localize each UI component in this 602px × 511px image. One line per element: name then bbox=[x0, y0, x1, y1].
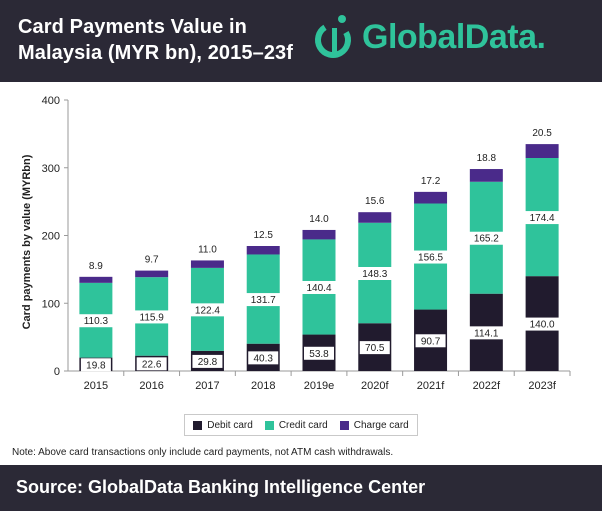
source-text: Source: GlobalData Banking Intelligence … bbox=[16, 477, 426, 497]
data-label: 140.4 bbox=[306, 283, 331, 294]
data-label: 12.5 bbox=[253, 230, 273, 241]
bar-segment-charge-card bbox=[79, 276, 113, 283]
y-tick-label: 400 bbox=[42, 95, 60, 107]
footnote: Note: Above card transactions only inclu… bbox=[12, 447, 394, 458]
legend-label-credit: Credit card bbox=[278, 419, 328, 431]
data-label-background bbox=[468, 326, 505, 340]
header-banner: Card Payments Value in Malaysia (MYR bn)… bbox=[0, 0, 602, 82]
bar-segment-charge-card bbox=[414, 191, 448, 204]
bar-segment-charge-card bbox=[246, 246, 280, 255]
legend-label-debit: Debit card bbox=[207, 419, 253, 431]
data-label-background bbox=[524, 317, 561, 331]
legend-swatch-credit bbox=[264, 420, 274, 430]
data-label: 17.2 bbox=[421, 176, 441, 187]
legend-item-credit: Credit card bbox=[264, 419, 328, 431]
data-label: 22.6 bbox=[142, 359, 162, 370]
data-label-background bbox=[524, 211, 561, 225]
logo-wordmark: GlobalData. bbox=[362, 18, 546, 56]
chart-axes: 0 100 200 300 400 2015 2016 2017 2018 2019e 2020f 2… bbox=[42, 95, 571, 392]
data-label: 114.1 bbox=[474, 328, 499, 339]
footer-banner: Source: GlobalData Banking Intelligence … bbox=[0, 465, 602, 511]
x-tick-label: 2016 bbox=[139, 380, 163, 392]
y-tick-label: 100 bbox=[42, 298, 60, 310]
y-tick-label: 300 bbox=[42, 163, 60, 175]
legend-item-charge: Charge card bbox=[339, 419, 409, 431]
data-label: 8.9 bbox=[89, 261, 103, 272]
data-label-background bbox=[301, 280, 337, 294]
data-label: 115.9 bbox=[140, 312, 165, 323]
data-label: 156.5 bbox=[418, 253, 443, 264]
data-label-background bbox=[356, 266, 393, 280]
legend-swatch-charge bbox=[339, 420, 349, 430]
bar-segment-charge-card bbox=[469, 169, 503, 182]
bar-segment-charge-card bbox=[190, 260, 224, 268]
data-label-background bbox=[245, 293, 282, 307]
data-label: 53.8 bbox=[309, 349, 329, 360]
globaldata-logo: GlobalData. bbox=[312, 10, 592, 72]
y-tick-label: 200 bbox=[42, 231, 60, 243]
data-label: 174.4 bbox=[530, 213, 555, 224]
x-tick-label: 2018 bbox=[251, 380, 275, 392]
data-label-background bbox=[192, 354, 223, 368]
data-label: 148.3 bbox=[362, 269, 387, 280]
chart-title-line-1: Card Payments Value in bbox=[18, 16, 247, 38]
data-label: 40.3 bbox=[253, 353, 273, 364]
chart-title-line-2: Malaysia (MYR bn), 2015–23f bbox=[18, 42, 294, 64]
chart-legend: Debit card Credit card Charge card bbox=[184, 414, 418, 436]
data-label-background bbox=[412, 250, 449, 264]
bar-segment-charge-card bbox=[525, 144, 559, 158]
data-label: 14.0 bbox=[309, 214, 329, 225]
data-label-background bbox=[189, 303, 226, 317]
x-tick-label: 2020f bbox=[361, 380, 389, 392]
data-label: 70.5 bbox=[365, 343, 385, 354]
y-tick-label: 0 bbox=[54, 366, 60, 378]
legend-label-charge: Charge card bbox=[353, 419, 409, 431]
data-label-background bbox=[468, 231, 505, 245]
data-label: 90.7 bbox=[421, 336, 441, 347]
x-tick-label: 2021f bbox=[417, 380, 445, 392]
x-tick-label: 2023f bbox=[528, 380, 556, 392]
x-tick-label: 2015 bbox=[84, 380, 108, 392]
data-label: 122.4 bbox=[195, 305, 220, 316]
data-label-background bbox=[359, 341, 390, 355]
data-label-background bbox=[136, 357, 167, 371]
chart-data-labels: 19.8 110.3 8.9 22.6 115.9 9.7 29.8 122.4 11.0 40.… bbox=[77, 128, 561, 372]
data-label: 140.0 bbox=[530, 320, 555, 331]
data-label: 131.7 bbox=[251, 295, 276, 306]
data-label-background bbox=[133, 310, 170, 324]
data-label-background bbox=[248, 351, 279, 365]
data-label: 19.8 bbox=[86, 360, 106, 371]
stacked-bar-chart: 0 100 200 300 400 2015 2016 2017 2018 2019e 2020f 2… bbox=[21, 95, 571, 392]
data-label: 110.3 bbox=[84, 316, 109, 327]
data-label-background bbox=[304, 346, 334, 360]
globaldata-logo-icon bbox=[315, 15, 351, 58]
data-label: 18.8 bbox=[477, 153, 497, 164]
bar-segment-charge-card bbox=[358, 212, 392, 223]
data-label-background bbox=[80, 358, 111, 372]
legend-item-debit: Debit card bbox=[193, 420, 253, 431]
x-tick-label: 2022f bbox=[473, 380, 501, 392]
data-label: 29.8 bbox=[198, 357, 218, 368]
x-tick-label: 2019e bbox=[304, 380, 335, 392]
data-label: 165.2 bbox=[474, 234, 499, 245]
data-label-background bbox=[415, 334, 446, 348]
data-label: 9.7 bbox=[145, 255, 159, 266]
legend-swatch-debit bbox=[193, 420, 203, 430]
data-label: 11.0 bbox=[198, 244, 217, 255]
bar-segment-charge-card bbox=[135, 270, 169, 278]
x-tick-label: 2017 bbox=[195, 380, 219, 392]
data-label-background bbox=[77, 314, 114, 328]
bar-segment-charge-card bbox=[302, 229, 336, 240]
data-label: 20.5 bbox=[532, 128, 552, 139]
data-label: 15.6 bbox=[365, 196, 385, 207]
y-axis-label: Card payments by value (MYRbn) bbox=[21, 154, 33, 329]
